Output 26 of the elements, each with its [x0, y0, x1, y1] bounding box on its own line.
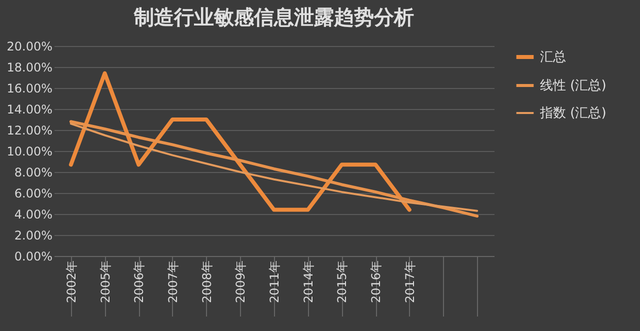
legend-label: 指数 (汇总)	[539, 106, 606, 121]
y-tick-label: 14.00%	[6, 102, 52, 116]
x-tick-label: 2016年	[369, 260, 384, 304]
x-tick-label: 2008年	[200, 260, 214, 304]
y-tick-label: 16.00%	[6, 82, 52, 96]
y-tick-label: 8.00%	[14, 166, 52, 180]
x-tick-label: 2014年	[301, 260, 316, 304]
x-tick-label: 2007年	[166, 260, 180, 304]
y-tick-label: 18.00%	[6, 60, 52, 74]
y-tick-label: 6.00%	[14, 186, 52, 200]
y-tick-label: 0.00%	[14, 250, 52, 264]
x-tick-label: 2011年	[268, 260, 282, 304]
x-tick-label: 2015年	[335, 260, 350, 304]
legend-label: 汇总	[540, 50, 566, 65]
y-tick-label: 10.00%	[6, 144, 52, 158]
chart-title: 制造行业敏感信息泄露趋势分析	[133, 5, 414, 29]
x-tick-label: 2006年	[132, 260, 146, 304]
y-tick-label: 4.00%	[14, 208, 52, 222]
y-tick-label: 12.00%	[6, 124, 52, 138]
y-tick-label: 2.00%	[14, 228, 52, 242]
legend-label: 线性 (汇总)	[540, 78, 606, 94]
x-tick-label: 2005年	[98, 260, 112, 304]
y-tick-label: 20.00%	[6, 40, 52, 54]
x-tick-label: 2017年	[402, 260, 417, 304]
x-tick-label: 2009年	[234, 260, 248, 304]
x-tick-label: 2002年	[64, 260, 78, 304]
